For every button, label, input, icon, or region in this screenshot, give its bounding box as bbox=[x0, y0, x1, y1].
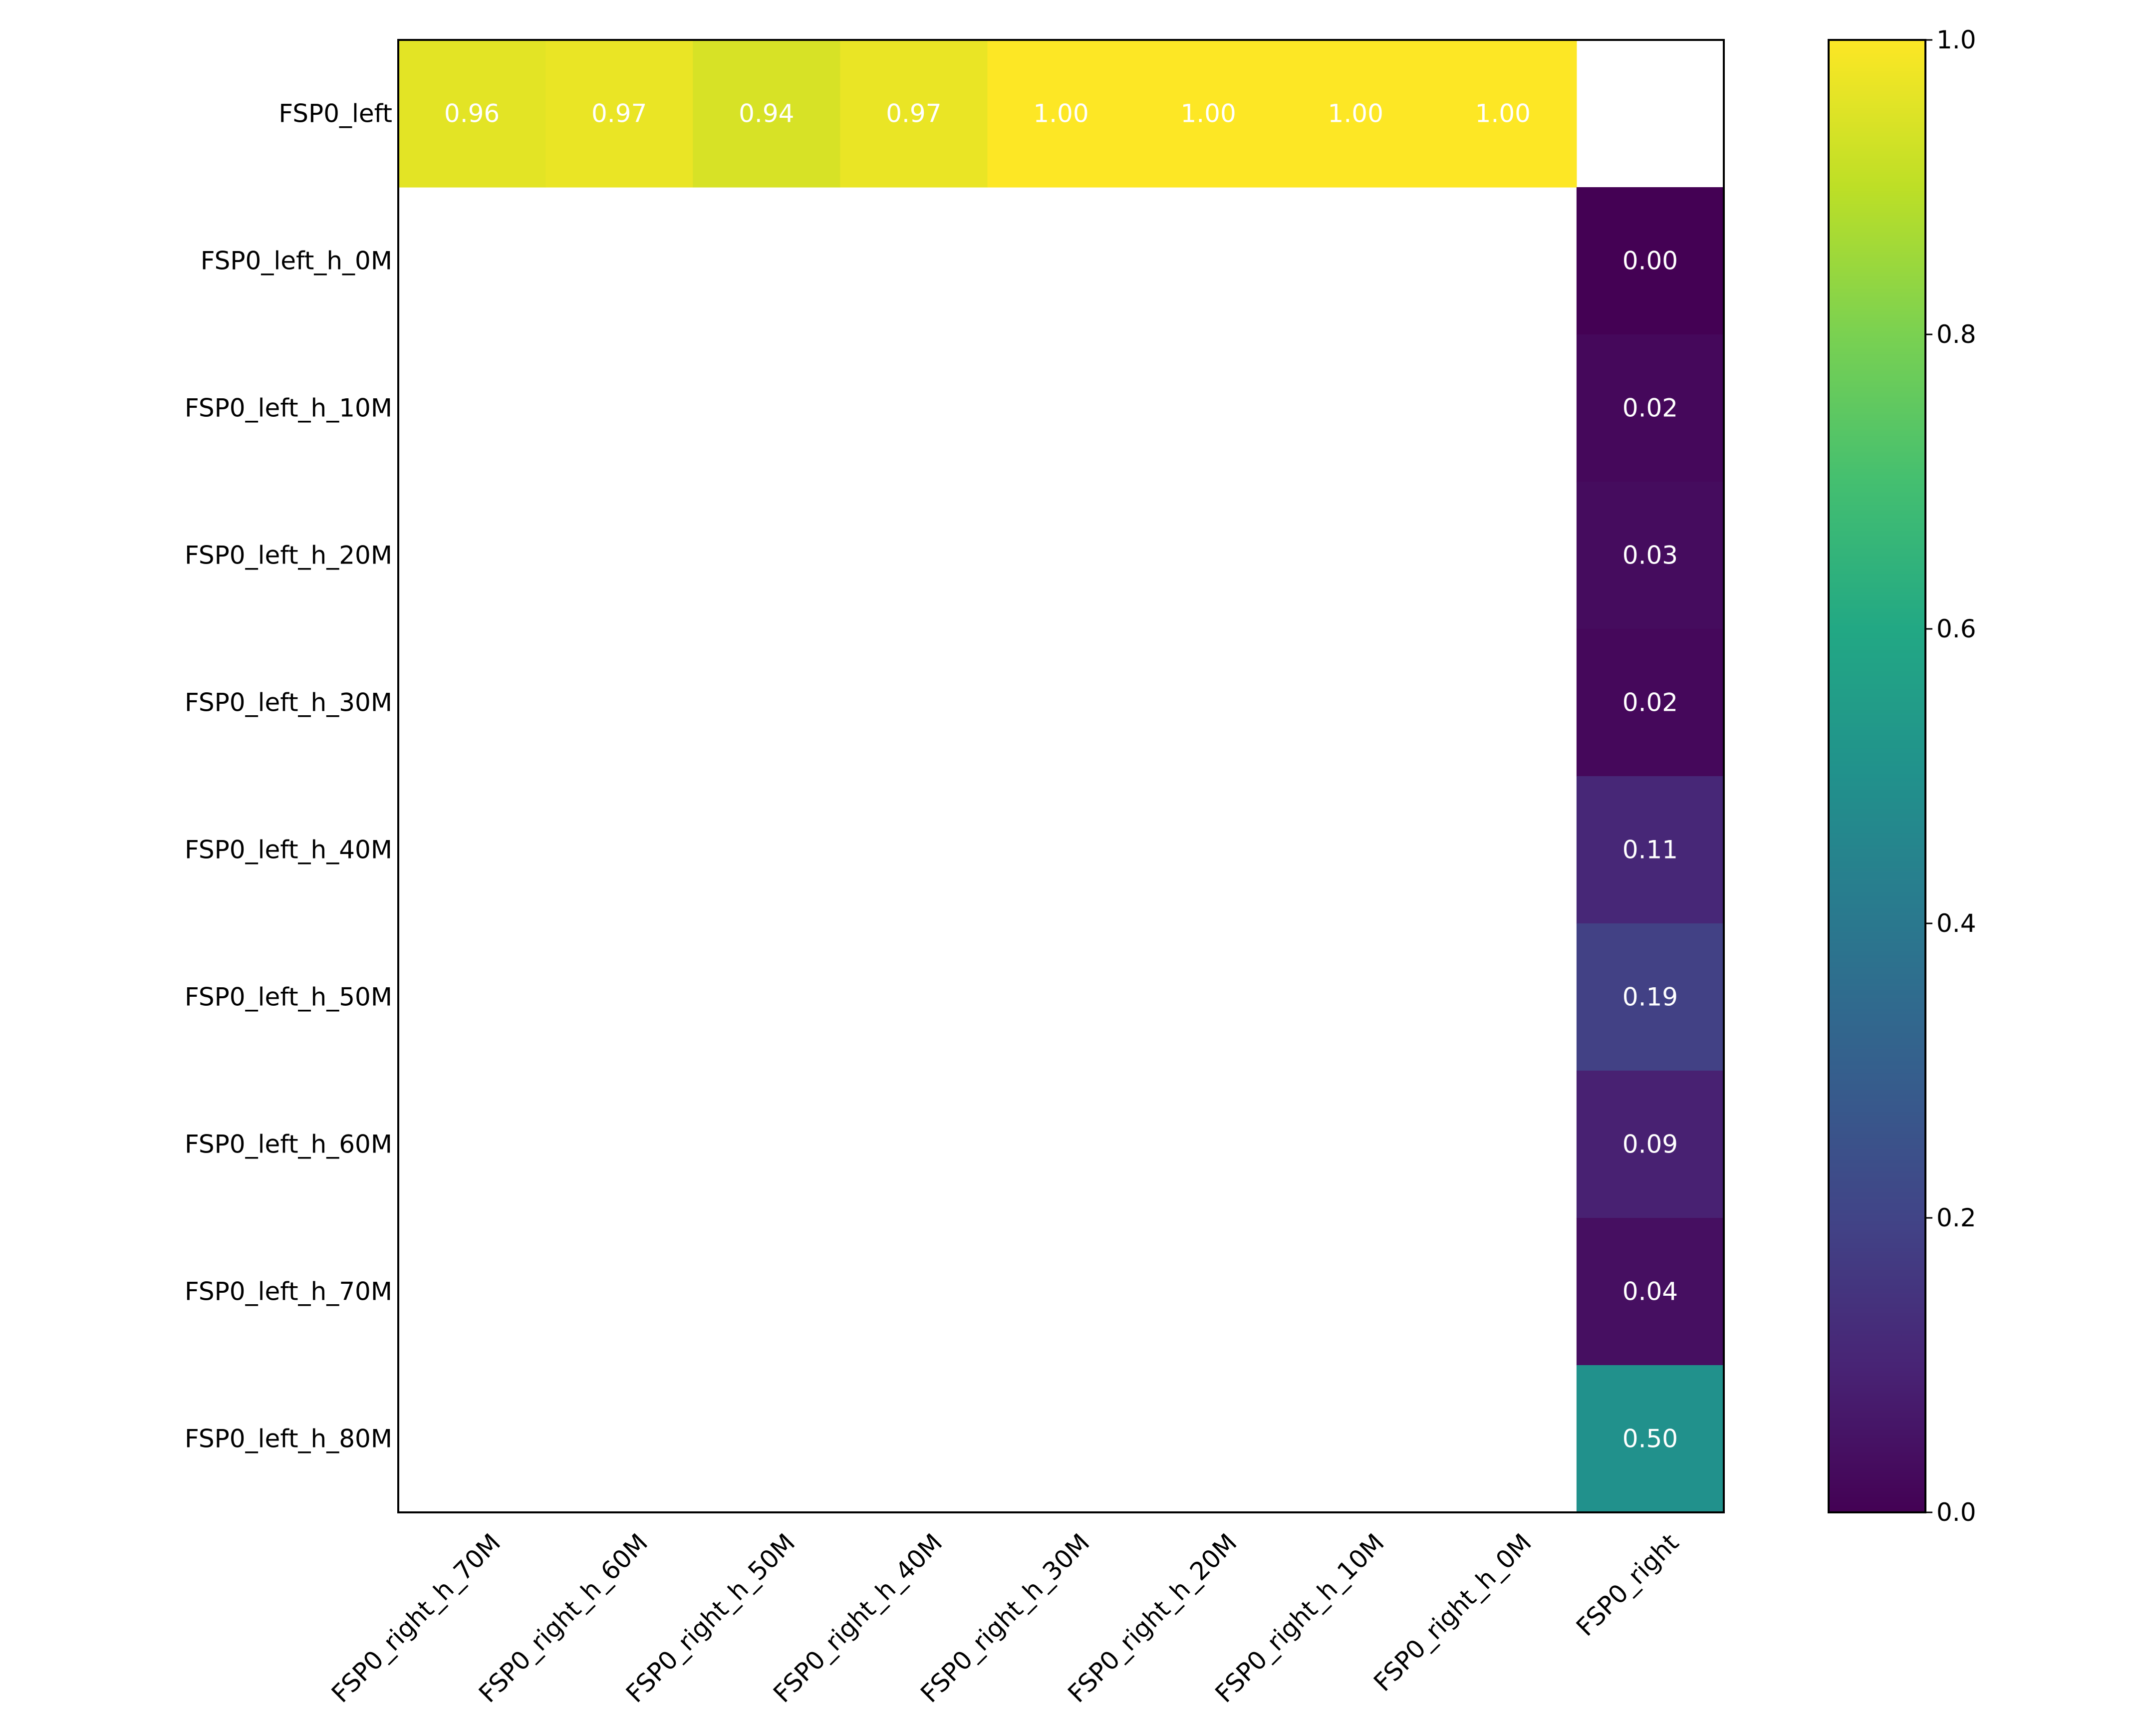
heatmap-cell bbox=[1282, 40, 1430, 188]
cell-value-label: 1.00 bbox=[1475, 99, 1531, 128]
cell-value-label: 0.00 bbox=[1622, 247, 1678, 276]
heatmap-cell bbox=[1576, 1218, 1724, 1366]
y-tick-label: FSP0_left_h_60M bbox=[185, 1130, 392, 1159]
colorbar-tick-label: 0.6 bbox=[1936, 614, 1976, 643]
cell-value-label: 0.02 bbox=[1622, 688, 1678, 717]
colorbar-tick-label: 1.0 bbox=[1936, 25, 1976, 54]
x-axis-ticks: FSP0_right_h_70MFSP0_right_h_60MFSP0_rig… bbox=[326, 1528, 1684, 1708]
heatmap-cell bbox=[1576, 1365, 1724, 1513]
cell-value-label: 0.11 bbox=[1622, 836, 1678, 864]
y-tick-label: FSP0_left_h_20M bbox=[185, 541, 392, 570]
y-axis-ticks: FSP0_left FSP0_left_h_0M FSP0_left_h_10M FS… bbox=[185, 99, 392, 1453]
y-tick-label: FSP0_left_h_40M bbox=[185, 836, 392, 864]
cell-value-label: 0.97 bbox=[591, 99, 647, 128]
x-tick-label: FSP0_right_h_40M bbox=[768, 1528, 948, 1708]
colorbar-tick-label: 0.2 bbox=[1936, 1203, 1976, 1232]
heatmap-cell bbox=[545, 40, 693, 188]
heatmap-cell bbox=[1576, 776, 1724, 924]
y-tick-label: FSP0_left_h_50M bbox=[185, 983, 392, 1012]
y-tick-label: FSP0_left_h_70M bbox=[185, 1277, 392, 1306]
colorbar-tick-label: 0.4 bbox=[1936, 909, 1976, 938]
cell-value-label: 0.97 bbox=[886, 99, 941, 128]
cell-value-label: 0.19 bbox=[1622, 983, 1678, 1012]
plot-frame bbox=[397, 39, 1725, 1513]
y-tick-label: FSP0_left_h_30M bbox=[185, 688, 392, 717]
colorbar: 0.0 0.2 0.4 0.6 0.8 1.0 bbox=[1828, 25, 1976, 1527]
cell-value-label: 1.00 bbox=[1328, 99, 1383, 128]
colorbar-gradient bbox=[1828, 39, 1926, 1513]
heatmap-cell bbox=[1576, 1071, 1724, 1218]
cell-value-label: 1.00 bbox=[1180, 99, 1236, 128]
heatmap-cell bbox=[1576, 334, 1724, 482]
cell-value-label: 0.03 bbox=[1622, 541, 1678, 570]
x-tick-label: FSP0_right_h_0M bbox=[1368, 1528, 1537, 1697]
heatmap-cell bbox=[1576, 187, 1724, 335]
colorbar-tick-label: 0.8 bbox=[1936, 320, 1976, 349]
cell-value-label: 0.96 bbox=[444, 99, 500, 128]
heatmap-cell bbox=[398, 40, 546, 188]
x-tick-label: FSP0_right_h_10M bbox=[1210, 1528, 1390, 1708]
heatmap-cell bbox=[1576, 923, 1724, 1071]
y-tick-label: FSP0_left_h_0M bbox=[201, 247, 392, 276]
x-tick-label: FSP0_right_h_50M bbox=[620, 1528, 801, 1708]
x-tick-label: FSP0_right bbox=[1571, 1528, 1684, 1642]
x-tick-label: FSP0_right_h_30M bbox=[915, 1528, 1095, 1708]
heatmap-cell bbox=[1134, 40, 1283, 188]
y-tick-label: FSP0_left_h_80M bbox=[185, 1425, 392, 1453]
heatmap-cell bbox=[1576, 482, 1724, 629]
heatmap-cells: 0.96 0.97 0.94 0.97 1.00 1.00 1.00 1.00 0.00 0.02… bbox=[398, 40, 1724, 1513]
heatmap-cell bbox=[693, 40, 840, 188]
cell-value-label: 0.02 bbox=[1622, 394, 1678, 423]
x-tick-label: FSP0_right_h_20M bbox=[1063, 1528, 1243, 1708]
cell-value-label: 0.50 bbox=[1622, 1425, 1678, 1453]
y-tick-label: FSP0_left_h_10M bbox=[185, 394, 392, 423]
cell-value-label: 0.09 bbox=[1622, 1130, 1678, 1159]
cell-value-label: 0.04 bbox=[1622, 1277, 1678, 1306]
cell-value-label: 1.00 bbox=[1033, 99, 1088, 128]
cell-value-label: 0.94 bbox=[739, 99, 794, 128]
colorbar-tick-label: 0.0 bbox=[1936, 1498, 1976, 1527]
x-tick-label: FSP0_right_h_70M bbox=[326, 1528, 506, 1708]
x-tick-label: FSP0_right_h_60M bbox=[473, 1528, 653, 1708]
heatmap-cell bbox=[1576, 629, 1724, 777]
y-tick-label: FSP0_left bbox=[278, 99, 392, 128]
heatmap-cell bbox=[840, 40, 988, 188]
heatmap-cell bbox=[987, 40, 1135, 188]
heatmap-cell bbox=[1429, 40, 1577, 188]
